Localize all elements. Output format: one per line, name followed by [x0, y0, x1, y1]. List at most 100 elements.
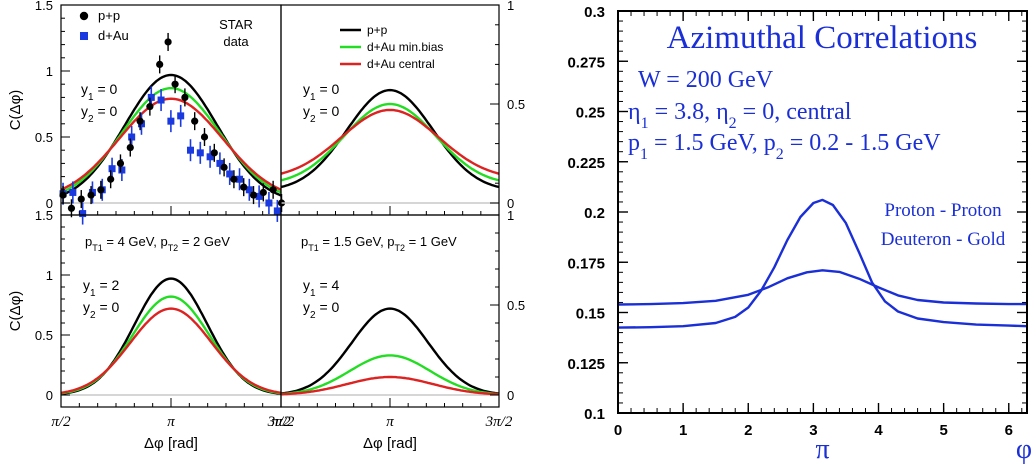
curve-d-au-central: [60, 307, 282, 394]
pp-point: [249, 191, 258, 199]
dau-point: [147, 93, 155, 101]
pp-point: [230, 175, 238, 183]
pp-point: [146, 103, 154, 111]
dau-point: [167, 117, 175, 125]
y-tick-label: 1: [507, 208, 514, 223]
x-tick-label: 2: [744, 422, 752, 439]
info-line: W = 200 GeV: [638, 67, 774, 93]
dau-point: [196, 149, 204, 157]
y-tick-label: 0.175: [567, 255, 605, 272]
text-part: 1: [310, 288, 316, 299]
text-part: = 3.8, η: [649, 99, 729, 125]
text-part: = 0, central: [737, 99, 852, 125]
chart-title: Azimuthal Correlations: [667, 20, 978, 56]
pp-point: [210, 149, 218, 157]
pp-point: [116, 159, 125, 167]
x-axis-label: Δφ [rad]: [144, 435, 198, 452]
kinematics-label: y1 = 0: [303, 81, 340, 103]
text-part: y: [81, 81, 88, 97]
text-part: = 2 GeV: [178, 234, 230, 249]
text-part: y: [83, 299, 90, 315]
pp-point: [156, 60, 164, 68]
legend-label: p+p: [98, 8, 120, 23]
series-deuteron-gold: [617, 269, 1027, 306]
pp-point: [77, 195, 85, 203]
y-tick-label: 0.5: [35, 130, 53, 145]
text-part: 1: [641, 115, 649, 132]
kinematics-label: y1 = 2: [83, 277, 120, 299]
dau-point: [245, 186, 253, 194]
y-tick-label: 0.2: [584, 205, 605, 222]
text-part: 2: [88, 114, 94, 125]
curve-d-au-min-bias: [280, 354, 500, 396]
text-part: = 0: [316, 103, 340, 119]
text-part: p: [387, 234, 394, 249]
series-label-dau: Deuteron - Gold: [881, 229, 1006, 250]
x-tick-label: 6: [1005, 422, 1013, 439]
legend-label: d+Au min.bias: [367, 40, 443, 54]
pp-point: [67, 204, 76, 212]
text-part: = 1.5 GeV,: [319, 234, 388, 249]
text-part: y: [81, 103, 88, 119]
dau-point: [108, 165, 116, 173]
text-part: 1: [90, 288, 96, 299]
text-part: = 4 GeV,: [103, 234, 161, 249]
legend-marker-square: [80, 32, 88, 40]
legend-label: d+Au: [98, 28, 129, 43]
pp-point: [136, 117, 144, 125]
text-part: 2: [729, 115, 737, 132]
kinematics-label: y2 = 0: [303, 299, 340, 321]
pp-point: [220, 163, 228, 171]
dau-point: [273, 207, 281, 215]
y-tick-label: 0: [46, 196, 53, 211]
y-tick-label: 1: [507, 0, 514, 13]
text-part: T2: [168, 243, 179, 253]
y-tick-label: 0.3: [584, 4, 605, 21]
pp-point: [87, 191, 95, 199]
text-part: = 1 GeV: [405, 234, 457, 249]
legend-marker-circle: [79, 11, 89, 21]
series-label-pp: Proton - Proton: [884, 200, 1002, 221]
pp-point: [97, 186, 105, 194]
curve-d-au-central: [280, 375, 500, 396]
text-part: 1: [310, 92, 316, 103]
curve-p-p: [280, 307, 500, 395]
x-tick-label: 1: [679, 422, 687, 439]
dau-point: [128, 133, 136, 141]
x-tick-label: 3π/2: [267, 414, 295, 430]
dau-point: [157, 96, 165, 104]
dau-point: [69, 188, 77, 196]
info-line: η1 = 3.8, η2 = 0, central: [628, 99, 852, 132]
y-tick-label: 0: [507, 388, 514, 403]
dau-point: [118, 166, 126, 174]
text-part: W = 200 GeV: [638, 67, 774, 93]
x-tick-label: 5: [939, 422, 947, 439]
y-tick-label: 0.1: [584, 406, 605, 423]
x-tick-label: π: [386, 414, 394, 430]
y-tick-label: 0.5: [507, 97, 525, 112]
pp-point: [200, 133, 209, 141]
y-tick-label: 0: [507, 196, 514, 211]
annotation-data: data: [223, 34, 249, 49]
x-tick-label: π/2: [271, 414, 291, 430]
text-part: η: [628, 99, 641, 125]
curve-p-p: [60, 73, 282, 197]
text-part: 1: [640, 146, 648, 163]
text-part: p: [160, 234, 167, 249]
text-part: p: [301, 234, 308, 249]
text-part: = 2: [96, 277, 120, 293]
kinematics-label: y2 = 0: [83, 299, 120, 321]
pp-point: [240, 183, 248, 191]
text-part: T1: [308, 243, 319, 253]
text-part: p: [628, 130, 640, 156]
text-part: = 0: [94, 103, 118, 119]
x-tick-label: π: [167, 414, 175, 430]
y-tick-label: 0.15: [576, 306, 605, 323]
text-part: T2: [395, 243, 406, 253]
pp-point: [181, 93, 189, 101]
pt-label: pT1 = 1.5 GeV, pT2 = 1 GeV: [301, 234, 457, 253]
pp-point: [269, 186, 277, 194]
kinematics-label: y2 = 0: [81, 103, 118, 125]
panel-frame: [280, 214, 500, 408]
